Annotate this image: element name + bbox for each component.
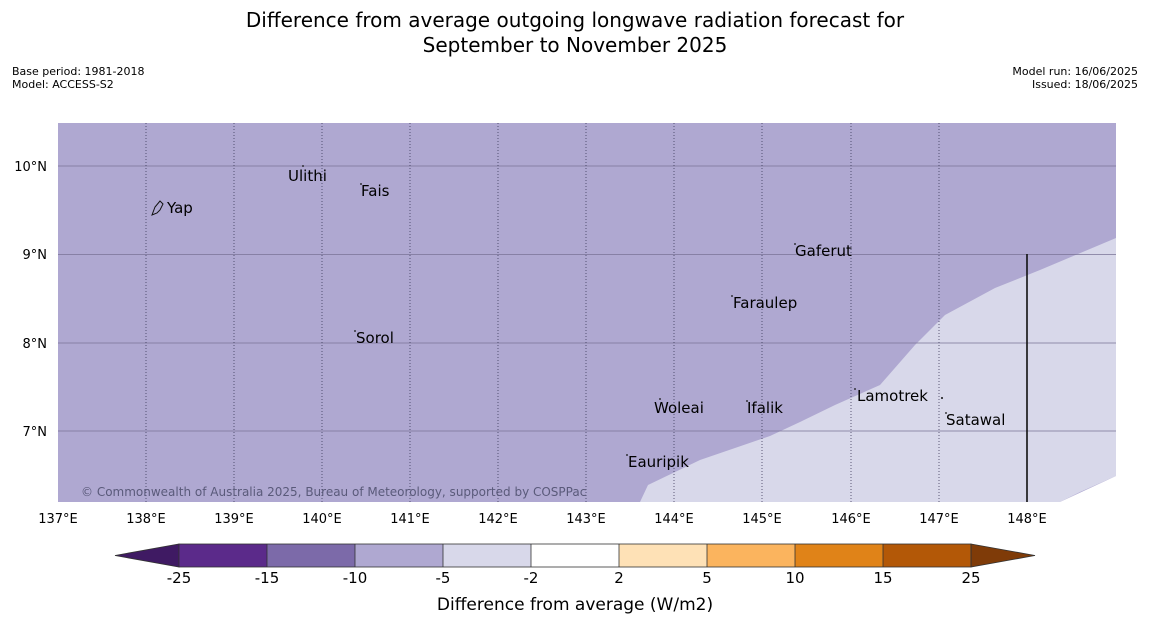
issued-date: Issued: 18/06/2025 [1031, 78, 1138, 91]
colorbar-tick: 10 [785, 569, 804, 587]
colorbar-bin [355, 544, 443, 567]
lon-label: 138°E [126, 512, 166, 527]
lon-label: 141°E [390, 512, 430, 527]
colorbar-tick: -10 [343, 569, 368, 587]
lon-gridlines [145, 123, 940, 502]
colorbar-bin [707, 544, 795, 567]
yap-island-shape [151, 200, 164, 216]
colorbar-bin [795, 544, 883, 567]
colorbar-bin [531, 544, 619, 567]
place-label-fais: Fais [361, 182, 390, 200]
lat-label: 10°N [14, 160, 47, 175]
lat-label: 7°N [23, 425, 48, 440]
lon-label: 146°E [831, 512, 871, 527]
forecast-info-right: Model run: 16/06/2025 Issued: 18/06/2025 [1012, 65, 1138, 91]
map-edge-blank [1060, 476, 1116, 502]
colorbar-extend-low [114, 543, 180, 568]
lon-label: 142°E [478, 512, 518, 527]
title-line-1: Difference from average outgoing longwav… [245, 8, 905, 32]
place-label-woleai: Woleai [654, 399, 704, 417]
lon-label: 139°E [214, 512, 254, 527]
title-line-2: September to November 2025 [422, 33, 728, 57]
place-label-sorol: Sorol [356, 329, 394, 347]
place-label-yap: Yap [166, 199, 193, 217]
lat-label: 9°N [23, 248, 48, 263]
colorbar-tick: 15 [873, 569, 892, 587]
colorbar-tick: -2 [524, 569, 539, 587]
colorbar-bin [267, 544, 355, 567]
place-label-eauripik: Eauripik [628, 453, 689, 471]
lon-label: 148°E [1007, 512, 1047, 527]
forecast-info-left: Base period: 1981-2018 Model: ACCESS-S2 [12, 65, 144, 91]
colorbar-tick: -15 [255, 569, 280, 587]
place-label-satawal: Satawal [946, 411, 1005, 429]
colorbar-tick: 5 [702, 569, 712, 587]
colorbar-extend-high [970, 543, 1036, 568]
colorbar-dividers [266, 544, 884, 567]
island-markers [302, 165, 947, 456]
colorbar-bin [619, 544, 707, 567]
colorbar-bin [443, 544, 531, 567]
copyright-credit: © Commonwealth of Australia 2025, Bureau… [81, 485, 586, 499]
base-period: Base period: 1981-2018 [12, 65, 145, 78]
lon-label: 140°E [302, 512, 342, 527]
lon-label: 137°E [38, 512, 78, 527]
model-name: Model: ACCESS-S2 [12, 78, 114, 91]
lon-label: 143°E [566, 512, 606, 527]
model-run: Model run: 16/06/2025 [1012, 65, 1138, 78]
colorbar-tick: -25 [167, 569, 192, 587]
colorbar-tick: 2 [614, 569, 624, 587]
lon-label: 144°E [654, 512, 694, 527]
colorbar-tick: 25 [961, 569, 980, 587]
place-label-ulithi: Ulithi [288, 167, 327, 185]
place-label-ifalik: Ifalik [747, 399, 783, 417]
map-title: Difference from average outgoing longwav… [0, 8, 1150, 58]
place-label-lamotrek: Lamotrek [857, 387, 928, 405]
lon-label: 145°E [742, 512, 782, 527]
place-label-gaferut: Gaferut [795, 242, 852, 260]
colorbar: -25 -15 -10 -5 -2 2 5 10 15 25 Differenc… [114, 543, 1036, 615]
colorbar-bin [179, 544, 267, 567]
anomaly-region-minus5-to-minus2 [640, 238, 1116, 502]
place-label-faraulep: Faraulep [733, 294, 797, 312]
colorbar-tick: -5 [436, 569, 451, 587]
lat-label: 8°N [23, 337, 48, 352]
colorbar-bin [883, 544, 971, 567]
colorbar-title: Difference from average (W/m2) [437, 595, 713, 615]
colorbar-frame [178, 543, 972, 568]
lon-label: 147°E [919, 512, 959, 527]
